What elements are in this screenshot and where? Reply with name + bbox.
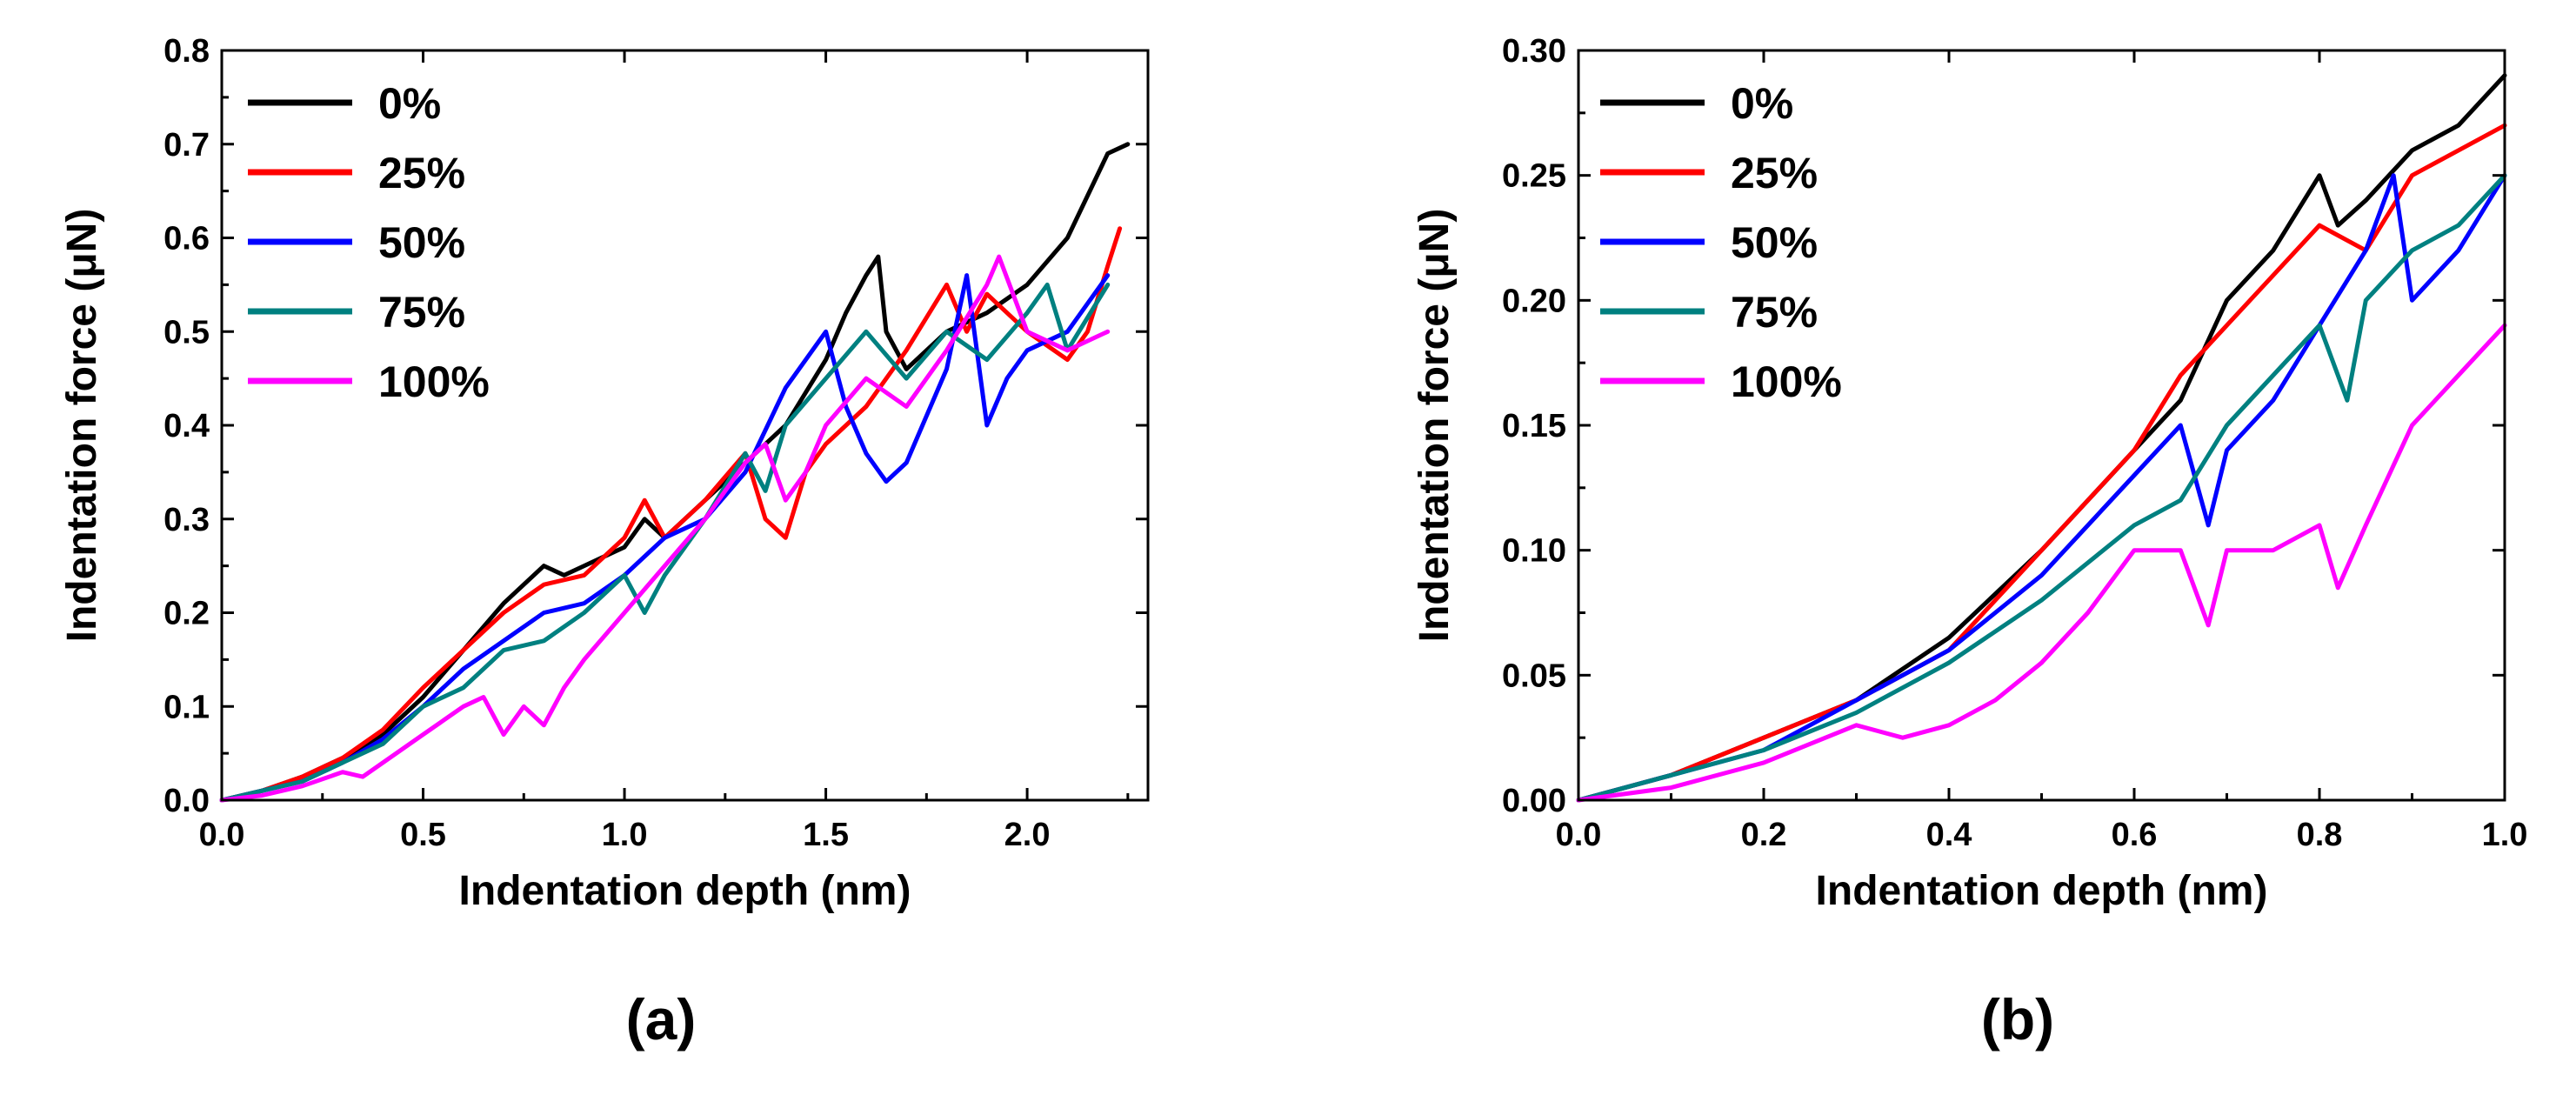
y-tick-label: 0.7 [164, 127, 210, 164]
x-tick-label: 0.4 [1926, 817, 1972, 853]
legend-label: 50% [378, 218, 465, 267]
legend-label: 75% [1731, 288, 1818, 337]
series-line-100pct [219, 254, 1111, 803]
legend-label: 25% [1731, 149, 1818, 197]
legend-label: 75% [378, 288, 465, 337]
y-tick-label: 0.3 [164, 502, 210, 538]
y-tick-label: 0.00 [1502, 783, 1566, 819]
legend-label: 50% [1731, 218, 1818, 267]
series-line-75pct [219, 282, 1111, 803]
y-tick-label: 0.6 [164, 221, 210, 257]
legend-label: 100% [1731, 357, 1842, 406]
y-tick-label: 0.5 [164, 314, 210, 351]
x-tick-label: 0.6 [2112, 817, 2158, 853]
x-tick-label: 0.8 [2297, 817, 2343, 853]
legend-label: 0% [1731, 79, 1793, 128]
x-tick-label: 1.0 [2482, 817, 2528, 853]
y-tick-label: 0.2 [164, 596, 210, 632]
chart-panel-a: 0.0 0.5 1.0 1.5 2.0 0.0 0.1 0.2 0.3 0.4 0.5 0.6 0.7 0… [59, 33, 1150, 1052]
legend-label: 0% [378, 79, 441, 128]
y-tick-label: 0.10 [1502, 533, 1566, 570]
series-line-50pct [1576, 173, 2507, 803]
x-tick-label: 2.0 [1004, 817, 1051, 853]
y-tick-label: 0.25 [1502, 158, 1566, 195]
y-tick-label: 0.15 [1502, 408, 1566, 444]
y-tick-label: 0.30 [1502, 33, 1566, 70]
x-tick-label: 1.5 [803, 817, 849, 853]
panel-label: (a) [626, 987, 697, 1052]
legend-label: 100% [378, 357, 490, 406]
y-tick-label: 0.0 [164, 783, 210, 819]
x-tick-label: 0.0 [1556, 817, 1602, 853]
series-line-100pct [1576, 323, 2507, 803]
x-axis-title: Indentation depth (nm) [459, 868, 911, 914]
series-line-75pct [1576, 173, 2507, 803]
panel-label: (b) [1981, 987, 2054, 1052]
x-tick-label: 0.2 [1741, 817, 1787, 853]
y-axis-title: Indentation force (μN) [59, 209, 105, 643]
legend-label: 25% [378, 149, 465, 197]
y-tick-label: 0.4 [164, 408, 210, 444]
x-axis-title: Indentation depth (nm) [1816, 868, 2268, 914]
y-tick-label: 0.1 [164, 689, 210, 725]
y-axis-title: Indentation force (μN) [1411, 209, 1458, 643]
x-tick-label: 1.0 [602, 817, 648, 853]
chart-panel-b: 0.0 0.2 0.4 0.6 0.8 1.0 0.00 0.05 0.10 0.15 0.20 0.… [1411, 33, 2527, 1052]
y-tick-label: 0.20 [1502, 283, 1566, 319]
y-tick-label: 0.05 [1502, 658, 1566, 694]
x-tick-label: 0.5 [400, 817, 446, 853]
series-line-50pct [219, 273, 1111, 803]
y-tick-label: 0.8 [164, 33, 210, 70]
x-tick-label: 0.0 [199, 817, 245, 853]
